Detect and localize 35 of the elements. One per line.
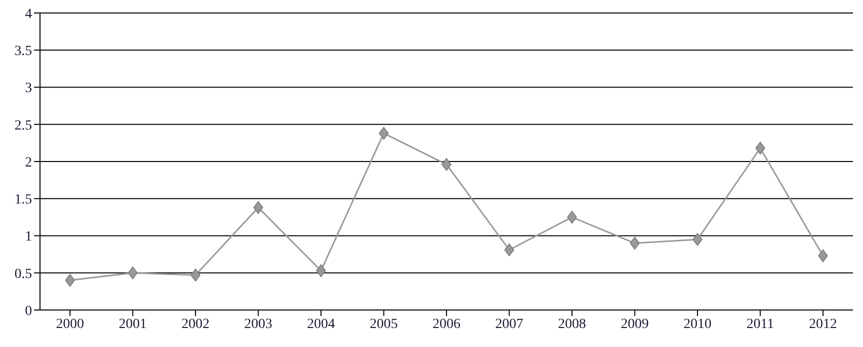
y-tick-label: 2.5 (14, 118, 32, 134)
x-tick-label: 2011 (746, 316, 774, 332)
y-tick-label: 1.5 (14, 192, 32, 208)
x-tick-label: 2001 (118, 316, 147, 332)
y-tick-label: 3 (25, 81, 32, 96)
point (190, 268, 200, 282)
point (818, 249, 828, 262)
x-tick-label: 2005 (370, 316, 398, 332)
point (504, 243, 514, 256)
point (65, 274, 75, 287)
x-tick-label: 2004 (307, 316, 335, 332)
point (567, 210, 577, 224)
point (253, 201, 264, 214)
point (442, 158, 452, 171)
x-tick-label: 2009 (620, 316, 649, 332)
x-tick-label: 2010 (684, 316, 712, 332)
x-tick-label: 2002 (182, 316, 210, 332)
y-tick-label: 0 (25, 304, 32, 319)
point (630, 236, 640, 250)
y-tick-label: 2 (25, 155, 32, 170)
y-tick-label: 1 (25, 230, 32, 245)
x-tick-label: 2003 (244, 316, 272, 332)
x-tick-label: 2006 (432, 316, 460, 332)
point (378, 126, 389, 140)
point (692, 233, 702, 246)
x-tick-label: 2008 (558, 316, 586, 332)
y-tick-label: 0.5 (14, 266, 32, 282)
y-tick-label: 3.5 (14, 44, 32, 60)
point (128, 266, 138, 280)
point (755, 142, 766, 155)
x-tick-label: 2012 (809, 316, 837, 332)
y-tick-label: 4 (25, 6, 32, 22)
x-tick-label: 2007 (495, 316, 524, 332)
x-tick-label: 2000 (56, 316, 84, 332)
point (316, 264, 326, 278)
